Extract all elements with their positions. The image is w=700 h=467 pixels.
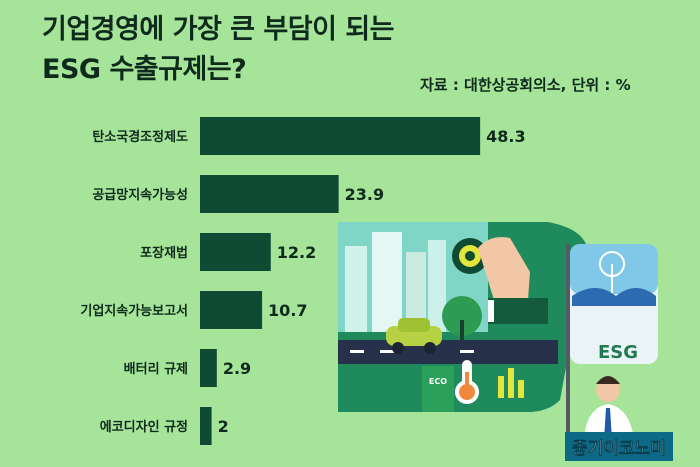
category-label: 공급망지속가능성 <box>92 187 188 203</box>
category-label: 기업지속가능보고서 <box>80 304 188 319</box>
page-title: 기업경영에 가장 큰 부담이 되는 ESG 수출규제는? <box>42 10 395 90</box>
value-label: 10.7 <box>268 301 307 320</box>
category-label: 포장재법 <box>140 245 188 261</box>
title-line-2: ESG 수출규제는? <box>42 54 247 85</box>
value-label: 12.2 <box>277 243 316 262</box>
building-icon <box>406 252 426 332</box>
title-line-1: 기업경영에 가장 큰 부담이 되는 <box>42 14 395 45</box>
value-label: 48.3 <box>486 127 525 146</box>
recycle-panel <box>422 366 454 412</box>
bar <box>200 233 271 271</box>
esg-label: ESG <box>598 342 638 363</box>
bar <box>200 175 339 213</box>
publisher-badge: 중기이코노미 <box>565 432 673 461</box>
source-note: 자료 : 대한상공회의소, 단위 : % <box>420 76 631 94</box>
hand-icon <box>478 237 530 300</box>
bar <box>200 291 263 329</box>
category-label: 탄소국경조정제도 <box>92 129 188 145</box>
category-label: 에코디자인 규정 <box>100 419 188 435</box>
building-icon <box>428 240 446 332</box>
bar <box>200 349 217 387</box>
road <box>338 340 558 364</box>
value-label: 2 <box>218 417 229 436</box>
building-icon <box>345 246 367 332</box>
flag-pole <box>566 244 570 454</box>
mini-bars-icon <box>498 376 504 398</box>
eco-label: ECO <box>429 377 447 386</box>
tree-icon <box>442 296 482 336</box>
value-label: 2.9 <box>223 359 251 378</box>
value-label: 23.9 <box>345 185 384 204</box>
bridge-icon <box>572 288 656 306</box>
sleeve <box>488 298 548 324</box>
bar <box>200 117 481 155</box>
category-label: 배터리 규제 <box>124 361 188 377</box>
building-icon <box>372 232 402 332</box>
bar <box>200 407 212 445</box>
